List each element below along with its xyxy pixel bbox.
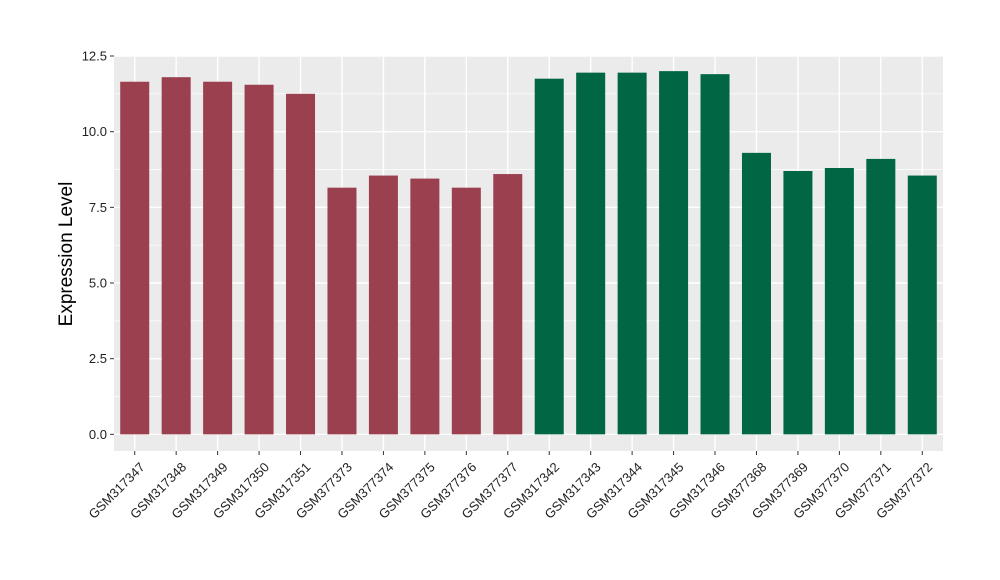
bar-GSM377371 bbox=[866, 158, 896, 435]
bar-GSM317348 bbox=[161, 77, 191, 435]
bar-GSM377376 bbox=[451, 187, 481, 435]
bar-GSM317343 bbox=[576, 72, 606, 435]
bars bbox=[120, 71, 937, 435]
bar-GSM317349 bbox=[203, 81, 233, 435]
bar-GSM317346 bbox=[700, 74, 730, 435]
bar-GSM317344 bbox=[617, 72, 647, 435]
y-tick-label: 0.0 bbox=[89, 427, 107, 442]
bar-GSM377374 bbox=[368, 175, 398, 435]
bar-GSM317347 bbox=[120, 81, 150, 435]
plot-panel bbox=[114, 56, 943, 451]
y-tick-label: 5.0 bbox=[89, 276, 107, 291]
bar-GSM377377 bbox=[493, 174, 523, 435]
bar-GSM377368 bbox=[741, 152, 771, 435]
y-tick-label: 7.5 bbox=[89, 200, 107, 215]
bar-GSM377375 bbox=[410, 178, 440, 435]
y-axis-title: Expression Level bbox=[56, 182, 77, 327]
y-axis-ticks: 0.0 2.5 5.0 7.5 10.0 12.5 bbox=[82, 49, 114, 442]
y-tick-label: 12.5 bbox=[82, 49, 107, 64]
bar-GSM317345 bbox=[659, 71, 689, 435]
bar-GSM317351 bbox=[286, 93, 316, 435]
y-tick-label: 2.5 bbox=[89, 351, 107, 366]
bar-GSM377373 bbox=[327, 187, 357, 435]
bar-GSM317350 bbox=[244, 84, 274, 435]
y-tick-label: 10.0 bbox=[82, 124, 107, 139]
bar-GSM377370 bbox=[824, 167, 854, 435]
bar-GSM377372 bbox=[907, 175, 937, 435]
x-axis-ticks: GSM317347GSM317348GSM317349GSM317350GSM3… bbox=[86, 451, 935, 522]
bar-GSM377369 bbox=[783, 171, 813, 435]
bar-GSM317342 bbox=[534, 78, 564, 435]
